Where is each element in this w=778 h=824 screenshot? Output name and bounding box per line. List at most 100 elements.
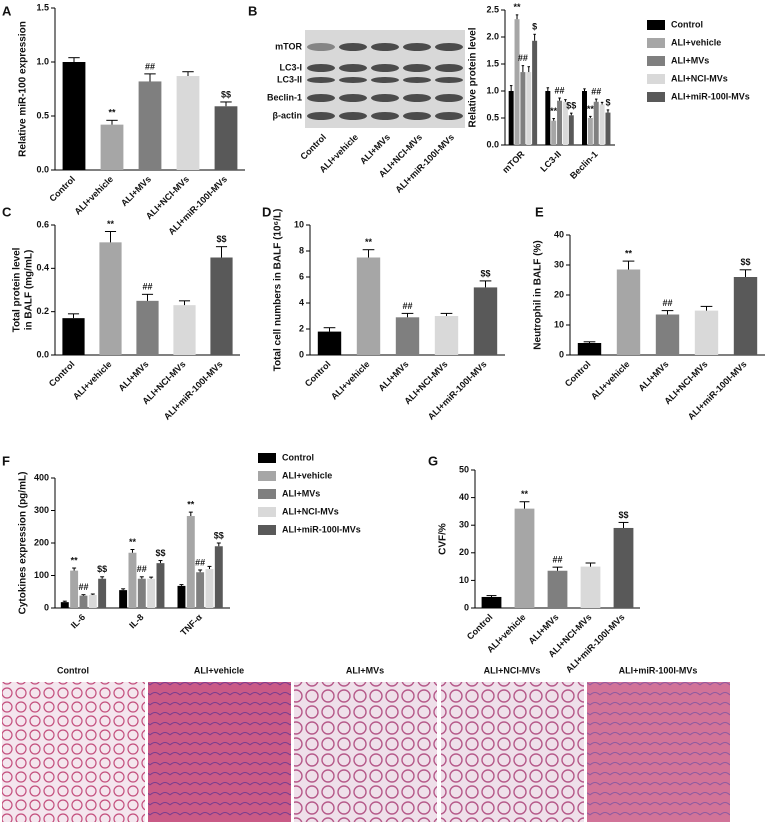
blot-band <box>403 77 431 83</box>
blot-row-label: β-actin <box>273 110 303 120</box>
legend-swatch <box>258 453 276 463</box>
panel-letter: F <box>2 453 10 468</box>
bar <box>547 570 568 608</box>
blot-band <box>339 43 367 51</box>
x-tick-label: Control <box>47 174 77 204</box>
y-tick-label: 30 <box>459 520 469 530</box>
y-tick-label: 0.6 <box>36 219 49 229</box>
significance-mark: ## <box>78 582 88 592</box>
bar <box>694 310 719 355</box>
histology-image <box>2 682 145 822</box>
panel-letter: C <box>2 204 12 219</box>
legend-swatch <box>258 489 276 499</box>
legend-label: ALI+vehicle <box>282 470 332 480</box>
significance-mark: ** <box>521 489 529 499</box>
y-tick-label: 0 <box>464 602 469 612</box>
legend-swatch <box>647 92 665 102</box>
y-tick-label: 1.5 <box>36 2 49 12</box>
blot-band <box>371 94 399 102</box>
x-tick-label: Beclin-1 <box>568 149 600 181</box>
significance-mark: $$ <box>221 89 231 99</box>
blot-band <box>371 43 399 51</box>
bar <box>733 277 758 355</box>
significance-mark: ** <box>107 219 115 229</box>
y-tick-label: 1.5 <box>486 58 499 68</box>
panel-letter: G <box>428 453 438 468</box>
bar <box>88 595 97 608</box>
bar <box>616 269 641 355</box>
y-tick-label: 0 <box>299 349 304 359</box>
y-tick-label: 0.5 <box>36 110 49 120</box>
legend-label: Control <box>671 19 703 29</box>
legend-label: ALI+NCI-MVs <box>282 506 339 516</box>
histology-image <box>148 682 291 822</box>
significance-mark: ** <box>550 106 558 116</box>
y-tick-label: 200 <box>34 537 49 547</box>
x-tick-label: ALI+vehicle <box>71 359 114 402</box>
bar <box>481 596 502 608</box>
histology-label: ALI+miR-100I-MVs <box>619 665 698 675</box>
bar <box>62 62 86 170</box>
significance-mark: ## <box>591 86 601 96</box>
x-tick-label: ALI+MVs <box>119 174 153 208</box>
histology-row <box>2 682 730 822</box>
bar <box>79 595 88 608</box>
blot-row-label: Beclin-1 <box>267 92 302 102</box>
significance-mark: ** <box>625 248 633 258</box>
bar <box>526 72 532 145</box>
significance-mark: ** <box>587 104 595 114</box>
bar <box>99 242 122 355</box>
bar <box>100 124 124 170</box>
y-axis-label: in BALF (mg/mL) <box>24 250 35 331</box>
significance-mark: $$ <box>480 268 490 278</box>
y-axis-label: CVF/% <box>438 523 449 555</box>
histology-label: Control <box>57 665 89 675</box>
significance-mark: $$ <box>618 510 628 520</box>
x-tick-label: TNF-α <box>178 612 204 638</box>
legend-label: ALI+NCI-MVs <box>671 73 728 83</box>
panel-letter: D <box>262 204 271 219</box>
bar <box>196 572 205 608</box>
blot-band <box>371 77 399 83</box>
y-axis-label: Total cell numbers in BALF (10⁶/L) <box>273 209 284 372</box>
bar <box>210 257 233 355</box>
blot-band <box>307 112 335 120</box>
x-tick-label: mTOR <box>500 149 526 175</box>
bar <box>580 566 601 608</box>
legend-swatch <box>258 507 276 517</box>
x-tick-label: ALI+vehicle <box>72 174 115 217</box>
bar <box>119 590 128 608</box>
bar <box>177 585 186 608</box>
significance-mark: ** <box>514 2 522 12</box>
bar <box>128 552 137 608</box>
panel-letter: A <box>2 3 12 18</box>
bar <box>545 91 551 145</box>
y-tick-label: 0.4 <box>36 263 49 273</box>
significance-mark: ** <box>365 237 373 247</box>
blot-row-label: LC3-I <box>280 62 303 72</box>
y-tick-label: 2.5 <box>486 4 499 14</box>
bar <box>138 81 162 170</box>
significance-mark: $ <box>605 97 610 107</box>
significance-mark: ## <box>662 298 672 308</box>
bar <box>577 343 602 355</box>
legend-swatch <box>647 56 665 66</box>
x-tick-label: ALI+vehicle <box>589 359 632 402</box>
bar <box>587 118 593 145</box>
y-tick-label: 20 <box>554 289 564 299</box>
x-tick-label: ALI+MVs <box>526 612 560 646</box>
histology-label: ALI+NCI-MVs <box>484 665 541 675</box>
bar <box>317 331 342 355</box>
blot-band <box>403 43 431 51</box>
x-tick-label: IL-6 <box>69 612 87 630</box>
significance-mark: ## <box>137 564 147 574</box>
y-tick-label: 20 <box>459 547 469 557</box>
legend-label: ALI+MVs <box>282 488 320 498</box>
y-tick-label: 400 <box>34 472 49 482</box>
significance-mark: $$ <box>216 234 226 244</box>
legend-swatch <box>647 38 665 48</box>
x-tick-label: ALI+MVs <box>636 359 670 393</box>
x-tick-label: Control <box>47 359 77 389</box>
blot-band <box>403 112 431 120</box>
significance-mark: ## <box>552 555 562 565</box>
